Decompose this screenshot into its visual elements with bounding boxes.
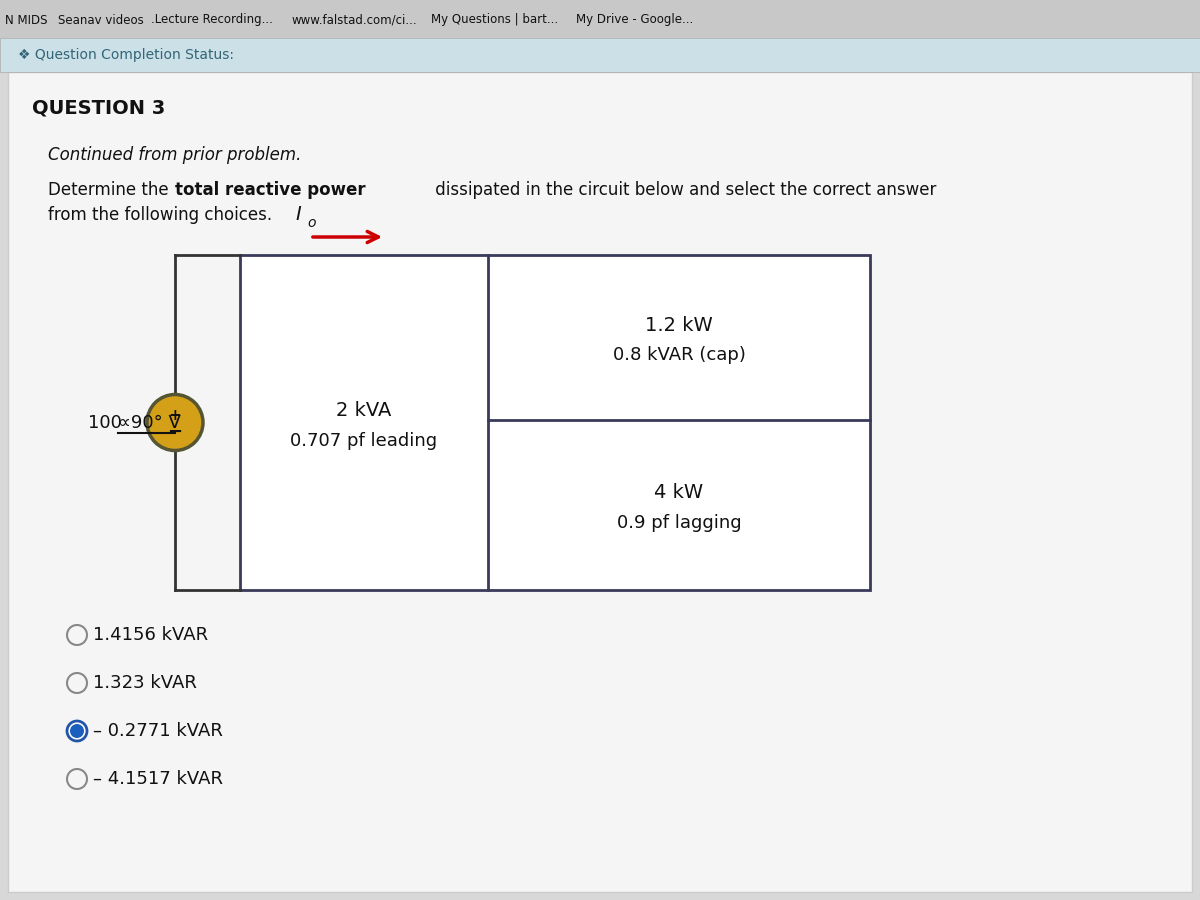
Bar	[0, 38, 1200, 72]
Text: +: +	[169, 408, 181, 423]
Text: 4 kW: 4 kW	[654, 483, 703, 502]
Bar	[0, 0, 1200, 38]
Text: ∝90° V: ∝90° V	[118, 413, 181, 431]
Text: total reactive power: total reactive power	[175, 181, 366, 199]
Text: – 0.2771 kVAR: – 0.2771 kVAR	[94, 722, 223, 740]
Text: 1.2 kW: 1.2 kW	[646, 316, 713, 335]
Circle shape	[70, 724, 84, 738]
Text: Determine the: Determine the	[48, 181, 174, 199]
Text: 2 kVA: 2 kVA	[336, 401, 391, 420]
Text: www.falstad.com/ci...: www.falstad.com/ci...	[292, 14, 416, 26]
Text: 0.8 kVAR (cap): 0.8 kVAR (cap)	[612, 346, 745, 364]
Circle shape	[67, 721, 88, 741]
Text: Seanav videos: Seanav videos	[58, 14, 144, 26]
Text: 100: 100	[88, 413, 122, 431]
Text: −: −	[168, 422, 182, 440]
Text: My Questions | bart...: My Questions | bart...	[431, 14, 558, 26]
Text: o: o	[307, 216, 316, 230]
Text: 0.707 pf leading: 0.707 pf leading	[290, 431, 438, 449]
Text: – 4.1517 kVAR: – 4.1517 kVAR	[94, 770, 223, 788]
Circle shape	[67, 769, 88, 789]
Circle shape	[67, 625, 88, 645]
Text: Continued from prior problem.: Continued from prior problem.	[48, 146, 301, 164]
Text: My Drive - Google...: My Drive - Google...	[576, 14, 694, 26]
Text: .Lecture Recording...: .Lecture Recording...	[151, 14, 274, 26]
Text: from the following choices.: from the following choices.	[48, 206, 272, 224]
Circle shape	[67, 673, 88, 693]
Text: ❖ Question Completion Status:: ❖ Question Completion Status:	[18, 48, 234, 62]
Text: QUESTION 3: QUESTION 3	[32, 98, 166, 118]
Text: N MIDS: N MIDS	[5, 14, 48, 26]
Text: dissipated in the circuit below and select the correct answer: dissipated in the circuit below and sele…	[430, 181, 936, 199]
Text: 1.323 kVAR: 1.323 kVAR	[94, 674, 197, 692]
Text: I: I	[295, 205, 301, 224]
Bar	[240, 255, 870, 590]
Text: 0.9 pf lagging: 0.9 pf lagging	[617, 514, 742, 532]
Circle shape	[148, 394, 203, 451]
Text: 1.4156 kVAR: 1.4156 kVAR	[94, 626, 208, 644]
